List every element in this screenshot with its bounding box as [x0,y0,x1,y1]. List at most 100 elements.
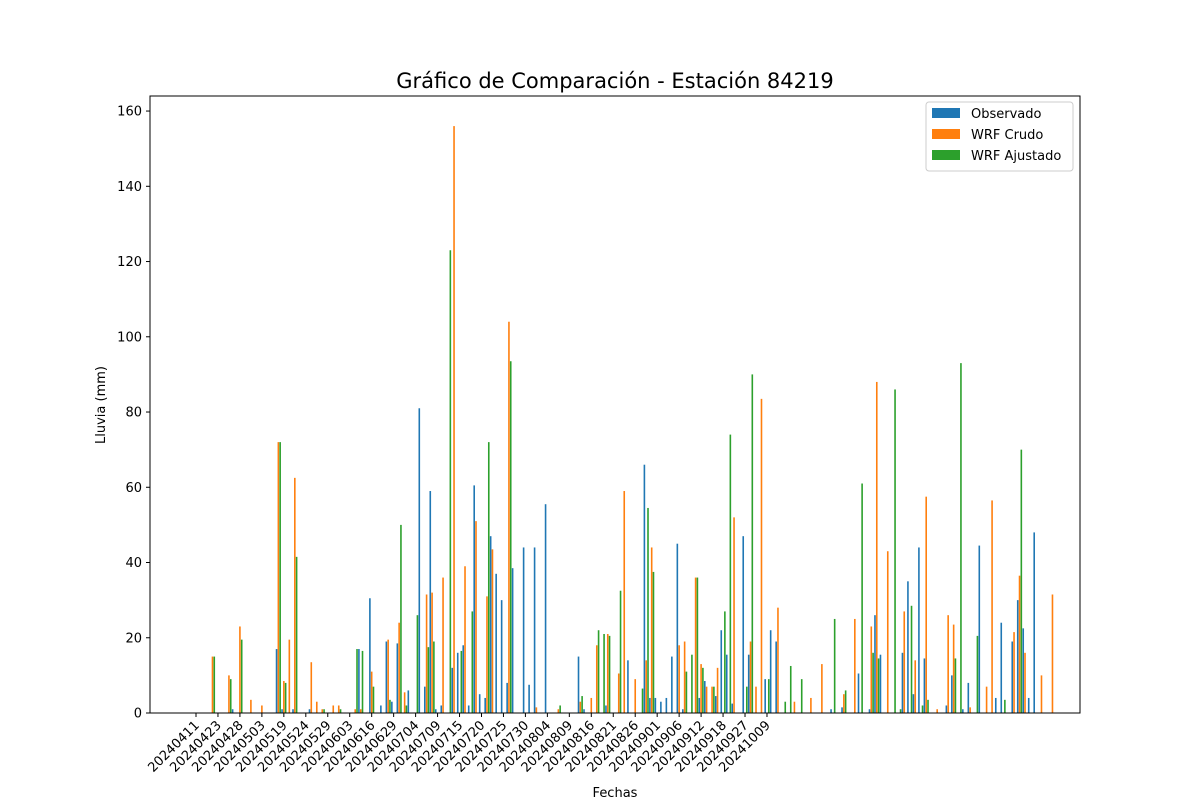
bar-wrf-crudo [716,667,719,713]
bar-wrf-crudo [678,645,680,713]
bar-wrf-crudo [1018,575,1021,713]
bar-observado [698,697,701,713]
bar-observado [907,581,909,713]
bar-wrf-crudo [606,633,609,713]
bar-wrf-crudo [645,660,647,713]
bar-wrf-crudo [354,709,357,713]
bar-wrf-crudo [755,686,757,713]
bar-observado [1022,628,1025,713]
bar-wrf-crudo [464,566,466,713]
bar-wrf-ajustado [877,658,880,713]
bar-observado [429,491,432,713]
bar-wrf-ajustado [509,361,512,713]
bar-wrf-crudo [870,626,873,713]
bar-observado [473,485,475,713]
bar-wrf-crudo [925,496,927,713]
bar-wrf-crudo [711,686,713,713]
bar-observado [742,536,745,713]
bar-wrf-crudo [947,615,949,713]
bar-wrf-crudo [387,639,389,713]
chart-title: Gráfico de Comparación - Estación 84219 [396,69,833,93]
bar-wrf-crudo [810,697,812,713]
bar-wrf-ajustado [685,671,688,713]
bar-observado [654,697,657,713]
bar-wrf-crudo [228,675,230,713]
bar-wrf-ajustado [691,654,693,713]
bar-wrf-ajustado [416,615,419,713]
bar-observado [583,709,585,713]
bar-observado [1000,622,1003,713]
bar-wrf-crudo [1040,675,1043,713]
bar-wrf-ajustado [460,650,463,713]
bar-wrf-crudo [535,707,538,713]
bar-wrf-ajustado [389,699,391,713]
bar-wrf-ajustado [581,696,583,713]
bar-observado [874,615,876,713]
bar-observado [676,543,679,713]
bar-observado [918,547,920,713]
y-tick-label: 40 [125,556,142,571]
y-tick-label: 160 [117,105,142,120]
bar-wrf-ajustado [702,667,704,713]
bar-observado [478,694,481,713]
bar-wrf-crudo [321,709,324,713]
bar-wrf-ajustado [603,633,605,713]
bar-wrf-ajustado [800,679,803,713]
bar-wrf-ajustado [213,656,216,713]
bar-observado [440,705,443,713]
legend-swatch [932,108,960,118]
bar-wrf-crudo [294,477,296,713]
bar-observado [720,630,723,713]
bar-observado [627,660,629,713]
bar-wrf-ajustado [323,709,325,713]
bar-observado [489,536,492,713]
bar-observado [358,649,360,713]
legend-label: Observado [971,107,1042,122]
bar-wrf-crudo [617,673,620,713]
bar-observado [945,705,948,713]
bar-observado [369,598,371,713]
bar-observado [407,690,410,713]
bar-observado [830,709,832,713]
bar-observado [912,694,915,713]
bar-observado [511,568,514,713]
bar-wrf-ajustado [751,374,754,713]
y-tick-label: 100 [117,330,142,345]
bar-wrf-ajustado [844,690,847,713]
bar-observado [605,705,607,713]
bar-wrf-ajustado [487,442,490,713]
bar-wrf-ajustado [427,647,430,713]
bar-wrf-crudo [590,697,593,713]
plot-frame [149,95,1081,714]
bar-wrf-crudo [634,679,637,713]
bar-wrf-ajustado [295,556,298,713]
bar-wrf-ajustado [372,686,375,713]
bar-wrf-ajustado [339,709,342,713]
bar-wrf-ajustado [1004,699,1006,713]
bar-observado [951,675,953,713]
bar-wrf-crudo [557,709,560,713]
bar-observado [649,697,651,713]
bar-observado [385,641,388,713]
bar-wrf-ajustado [833,618,836,713]
bar-wrf-crudo [508,321,510,713]
bar-wrf-crudo [821,664,823,713]
bar-observado [660,701,662,713]
bar-wrf-ajustado [899,709,902,713]
bar-wrf-crudo [952,624,955,713]
bar-wrf-crudo [914,660,917,713]
bar-wrf-crudo [370,671,373,713]
bar-wrf-ajustado [619,590,622,713]
bar-wrf-crudo [332,705,335,713]
bar-observado [868,709,871,713]
bar-wrf-ajustado [229,679,232,713]
bar-wrf-crudo [359,709,362,713]
bar-wrf-ajustado [784,701,787,713]
bar-wrf-crudo [694,577,697,713]
bar-wrf-ajustado [641,688,644,713]
bar-wrf-crudo [650,547,653,713]
bar-observado [682,709,684,713]
bar-wrf-crudo [854,618,856,713]
bar-wrf-crudo [733,517,735,713]
